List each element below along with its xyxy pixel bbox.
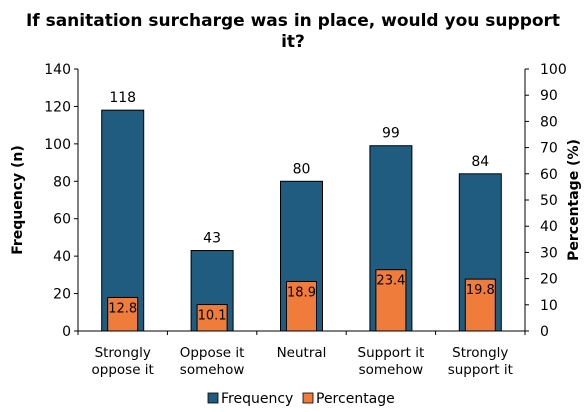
y2-tick-label: 80 <box>540 114 558 130</box>
y2-tick-label: 50 <box>540 193 558 209</box>
data-label-percentage: 19.8 <box>466 283 495 298</box>
data-label-frequency: 84 <box>471 154 489 170</box>
category-label: Strongly <box>95 345 151 361</box>
y-axis-label: Frequency (n) <box>10 145 26 255</box>
right-axis-ticks: 0 10 20 30 40 50 60 70 80 90 100 <box>525 62 567 340</box>
legend-swatch-percentage <box>302 392 314 404</box>
y2-tick-label: 0 <box>540 324 549 340</box>
y-tick-label: 100 <box>44 137 71 153</box>
bar-percentage <box>107 296 139 332</box>
left-axis-ticks: 0 20 40 60 80 100 120 140 <box>44 62 78 340</box>
y2-tick-label: 30 <box>540 245 558 261</box>
y2-tick-label: 40 <box>540 219 558 235</box>
category-label: somehow <box>359 362 424 378</box>
category-label: Neutral <box>277 345 327 361</box>
data-label-percentage: 23.4 <box>376 274 405 289</box>
data-label-percentage: 12.8 <box>108 301 137 316</box>
data-label-frequency: 118 <box>109 90 136 106</box>
legend-swatch-frequency <box>207 392 219 404</box>
data-label-frequency: 43 <box>203 231 221 247</box>
data-label-percentage: 18.9 <box>287 285 316 300</box>
y2-tick-label: 100 <box>540 62 567 78</box>
chart-title-line-2: it? <box>281 32 305 52</box>
bar-frequency <box>101 109 145 332</box>
y-tick-label: 120 <box>44 99 71 115</box>
y2-tick-label: 70 <box>540 141 558 157</box>
category-label: somehow <box>180 362 245 378</box>
data-label-frequency: 80 <box>293 161 311 177</box>
y2-axis-label: Percentage (%) <box>566 139 582 261</box>
y-tick-label: 60 <box>53 212 71 228</box>
data-label-frequency: 99 <box>382 126 400 142</box>
category-label: oppose it <box>92 362 154 378</box>
category-label: support it <box>448 362 513 378</box>
legend-label-frequency: Frequency <box>221 391 293 407</box>
y2-tick-label: 60 <box>540 167 558 183</box>
y-tick-label: 20 <box>53 287 71 303</box>
bar-percentage <box>196 304 228 332</box>
category-label: Support it <box>358 345 425 361</box>
data-label-percentage: 10.1 <box>198 309 227 324</box>
y2-tick-label: 10 <box>540 298 558 314</box>
bars: 118 12.8 43 10.1 80 18.9 99 23.4 84 19.8 <box>101 90 502 332</box>
chart-title-line-1: If sanitation surcharge was in place, wo… <box>26 11 560 31</box>
category-label: Oppose it <box>180 345 245 361</box>
y-tick-label: 140 <box>44 62 71 78</box>
y2-tick-label: 90 <box>540 88 558 104</box>
bar-percentage <box>464 278 496 332</box>
y-tick-label: 80 <box>53 174 71 190</box>
legend: Frequency Percentage <box>207 391 395 407</box>
y-tick-label: 0 <box>62 324 71 340</box>
legend-label-percentage: Percentage <box>316 391 395 407</box>
category-label: Strongly <box>452 345 508 361</box>
y-tick-label: 40 <box>53 249 71 265</box>
y2-tick-label: 20 <box>540 272 558 288</box>
